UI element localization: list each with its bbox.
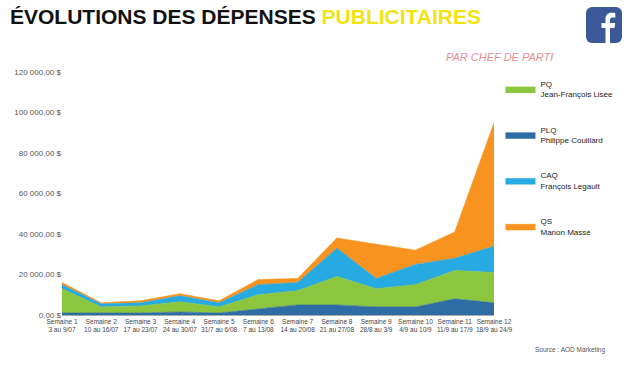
svg-text:Semaine 210 au 16/07: Semaine 210 au 16/07 (84, 318, 119, 333)
svg-text:PAR CHEF DE PARTI: PAR CHEF DE PARTI (446, 51, 553, 63)
svg-text:Semaine 1218/9 au 24/9: Semaine 1218/9 au 24/9 (476, 318, 513, 333)
svg-text:Semaine 821 au 27/08: Semaine 821 au 27/08 (320, 318, 355, 333)
svg-text:60 000,00 $: 60 000,00 $ (19, 189, 62, 198)
svg-text:Semaine 13 au 9/07: Semaine 13 au 9/07 (46, 318, 77, 333)
svg-text:Semaine 714 au 20/08: Semaine 714 au 20/08 (280, 318, 315, 333)
svg-text:40 000,00 $: 40 000,00 $ (19, 230, 62, 239)
svg-text:0,00 $: 0,00 $ (39, 311, 62, 320)
svg-text:Source : AOD Marketing: Source : AOD Marketing (535, 346, 605, 354)
svg-text:Semaine 67 au 13/08: Semaine 67 au 13/08 (243, 318, 274, 333)
svg-text:PLQPhilippe Couillard: PLQPhilippe Couillard (540, 126, 602, 145)
svg-text:100 000,00 $: 100 000,00 $ (14, 108, 61, 117)
svg-text:20 000,00 $: 20 000,00 $ (19, 270, 62, 279)
svg-text:Semaine 104/9 au 10/9: Semaine 104/9 au 10/9 (398, 318, 433, 333)
svg-text:PQJean-François Lisée: PQJean-François Lisée (540, 80, 613, 99)
svg-text:Semaine 424 au 30/07: Semaine 424 au 30/07 (163, 318, 198, 333)
svg-text:CAQFrançois Legault: CAQFrançois Legault (540, 171, 600, 190)
svg-text:Semaine 928/8 au 3/9: Semaine 928/8 au 3/9 (360, 318, 393, 333)
svg-text:80 000,00 $: 80 000,00 $ (19, 149, 62, 158)
svg-text:Semaine 1111/9 au 17/9: Semaine 1111/9 au 17/9 (437, 318, 473, 333)
svg-text:ÉVOLUTIONS DES DÉPENSES PUBLIC: ÉVOLUTIONS DES DÉPENSES PUBLICITAIRES (10, 5, 481, 28)
svg-text:Semaine 317 au 23/07: Semaine 317 au 23/07 (123, 318, 158, 333)
svg-text:QSManon Massé: QSManon Massé (540, 217, 591, 236)
svg-text:120 000,00 $: 120 000,00 $ (14, 68, 61, 77)
svg-text:Semaine 531/7 au 6/08: Semaine 531/7 au 6/08 (201, 318, 238, 333)
